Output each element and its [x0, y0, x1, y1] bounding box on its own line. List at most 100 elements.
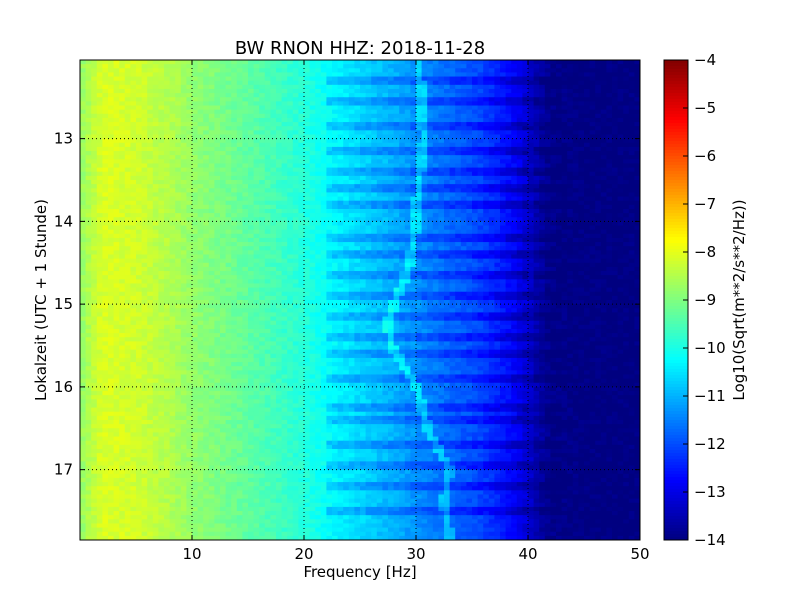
heatmap-cell — [483, 113, 490, 119]
heatmap-cell — [96, 134, 103, 140]
heatmap-cell — [164, 97, 171, 102]
heatmap-cell — [572, 237, 579, 243]
heatmap-cell — [264, 68, 271, 73]
heatmap-cell — [466, 109, 473, 115]
heatmap-cell — [578, 80, 585, 86]
heatmap-cell — [567, 208, 574, 214]
heatmap-cell — [634, 254, 641, 260]
heatmap-cell — [102, 130, 109, 135]
heatmap-cell — [550, 217, 557, 222]
heatmap-cell — [494, 84, 501, 90]
heatmap-cell — [259, 76, 266, 82]
heatmap-cell — [180, 130, 187, 135]
heatmap-cell — [382, 60, 389, 65]
heatmap-cell — [628, 221, 635, 227]
heatmap-cell — [136, 151, 143, 156]
heatmap-cell — [477, 138, 484, 144]
heatmap-cell — [427, 258, 434, 264]
heatmap-cell — [175, 138, 182, 144]
heatmap-cell — [147, 200, 154, 206]
heatmap-cell — [365, 221, 372, 227]
heatmap-cell — [320, 225, 327, 231]
heatmap-cell — [102, 225, 109, 231]
heatmap-cell — [292, 117, 299, 123]
heatmap-cell — [108, 142, 115, 148]
heatmap-cell — [102, 196, 109, 202]
heatmap-cell — [360, 138, 367, 144]
heatmap-cell — [141, 88, 148, 94]
heatmap-cell — [315, 68, 322, 73]
heatmap-cell — [309, 246, 316, 251]
heatmap-cell — [124, 180, 131, 185]
heatmap-cell — [281, 146, 288, 152]
heatmap-cell — [511, 233, 518, 239]
heatmap-cell — [102, 204, 109, 210]
heatmap-cell — [617, 200, 624, 206]
heatmap-cell — [494, 97, 501, 102]
heatmap-cell — [612, 246, 619, 251]
heatmap-cell — [589, 180, 596, 185]
heatmap-cell — [584, 134, 591, 140]
heatmap-cell — [220, 68, 227, 73]
heatmap-cell — [320, 117, 327, 123]
heatmap-cell — [108, 258, 115, 264]
heatmap-cell — [589, 229, 596, 235]
heatmap-cell — [606, 155, 613, 160]
heatmap-cell — [623, 237, 630, 243]
heatmap-cell — [460, 64, 467, 69]
heatmap-cell — [606, 250, 613, 255]
heatmap-cell — [147, 117, 154, 123]
heatmap-cell — [466, 246, 473, 251]
heatmap-cell — [113, 88, 120, 94]
heatmap-cell — [225, 146, 232, 152]
heatmap-cell — [343, 151, 350, 156]
heatmap-cell — [208, 200, 215, 206]
heatmap-cell — [550, 134, 557, 140]
heatmap-cell — [80, 250, 87, 255]
heatmap-cell — [119, 188, 126, 193]
heatmap-cell — [600, 64, 607, 69]
heatmap-cell — [124, 184, 131, 189]
heatmap-cell — [332, 200, 339, 206]
heatmap-cell — [304, 113, 311, 119]
heatmap-cell — [432, 167, 439, 173]
heatmap-cell — [488, 213, 495, 218]
heatmap-cell — [208, 213, 215, 218]
heatmap-cell — [253, 258, 260, 264]
heatmap-cell — [600, 84, 607, 90]
heatmap-cell — [108, 196, 115, 202]
heatmap-cell — [264, 93, 271, 98]
heatmap-cell — [124, 101, 131, 107]
heatmap-cell — [231, 97, 238, 102]
heatmap-cell — [292, 208, 299, 214]
heatmap-cell — [315, 229, 322, 235]
heatmap-cell — [460, 221, 467, 227]
heatmap-cell — [354, 64, 361, 69]
heatmap-cell — [416, 93, 423, 98]
heatmap-cell — [259, 233, 266, 239]
heatmap-cell — [192, 146, 199, 152]
heatmap-cell — [102, 171, 109, 177]
heatmap-cell — [360, 221, 367, 227]
heatmap-cell — [371, 184, 378, 189]
heatmap-cell — [124, 254, 131, 260]
heatmap-cell — [455, 80, 462, 86]
heatmap-cell — [382, 109, 389, 115]
heatmap-cell — [147, 93, 154, 98]
heatmap-cell — [85, 93, 92, 98]
heatmap-cell — [192, 200, 199, 206]
heatmap-cell — [556, 72, 563, 78]
heatmap-cell — [147, 163, 154, 169]
heatmap-cell — [393, 262, 400, 268]
heatmap-cell — [522, 217, 529, 222]
heatmap-cell — [259, 138, 266, 144]
heatmap-cell — [561, 250, 568, 255]
heatmap-cell — [544, 84, 551, 90]
heatmap-cell — [180, 208, 187, 214]
heatmap-cell — [466, 175, 473, 181]
heatmap-cell — [287, 105, 294, 111]
heatmap-cell — [634, 258, 641, 264]
heatmap-cell — [421, 113, 428, 119]
heatmap-cell — [444, 88, 451, 94]
heatmap-cell — [382, 233, 389, 239]
